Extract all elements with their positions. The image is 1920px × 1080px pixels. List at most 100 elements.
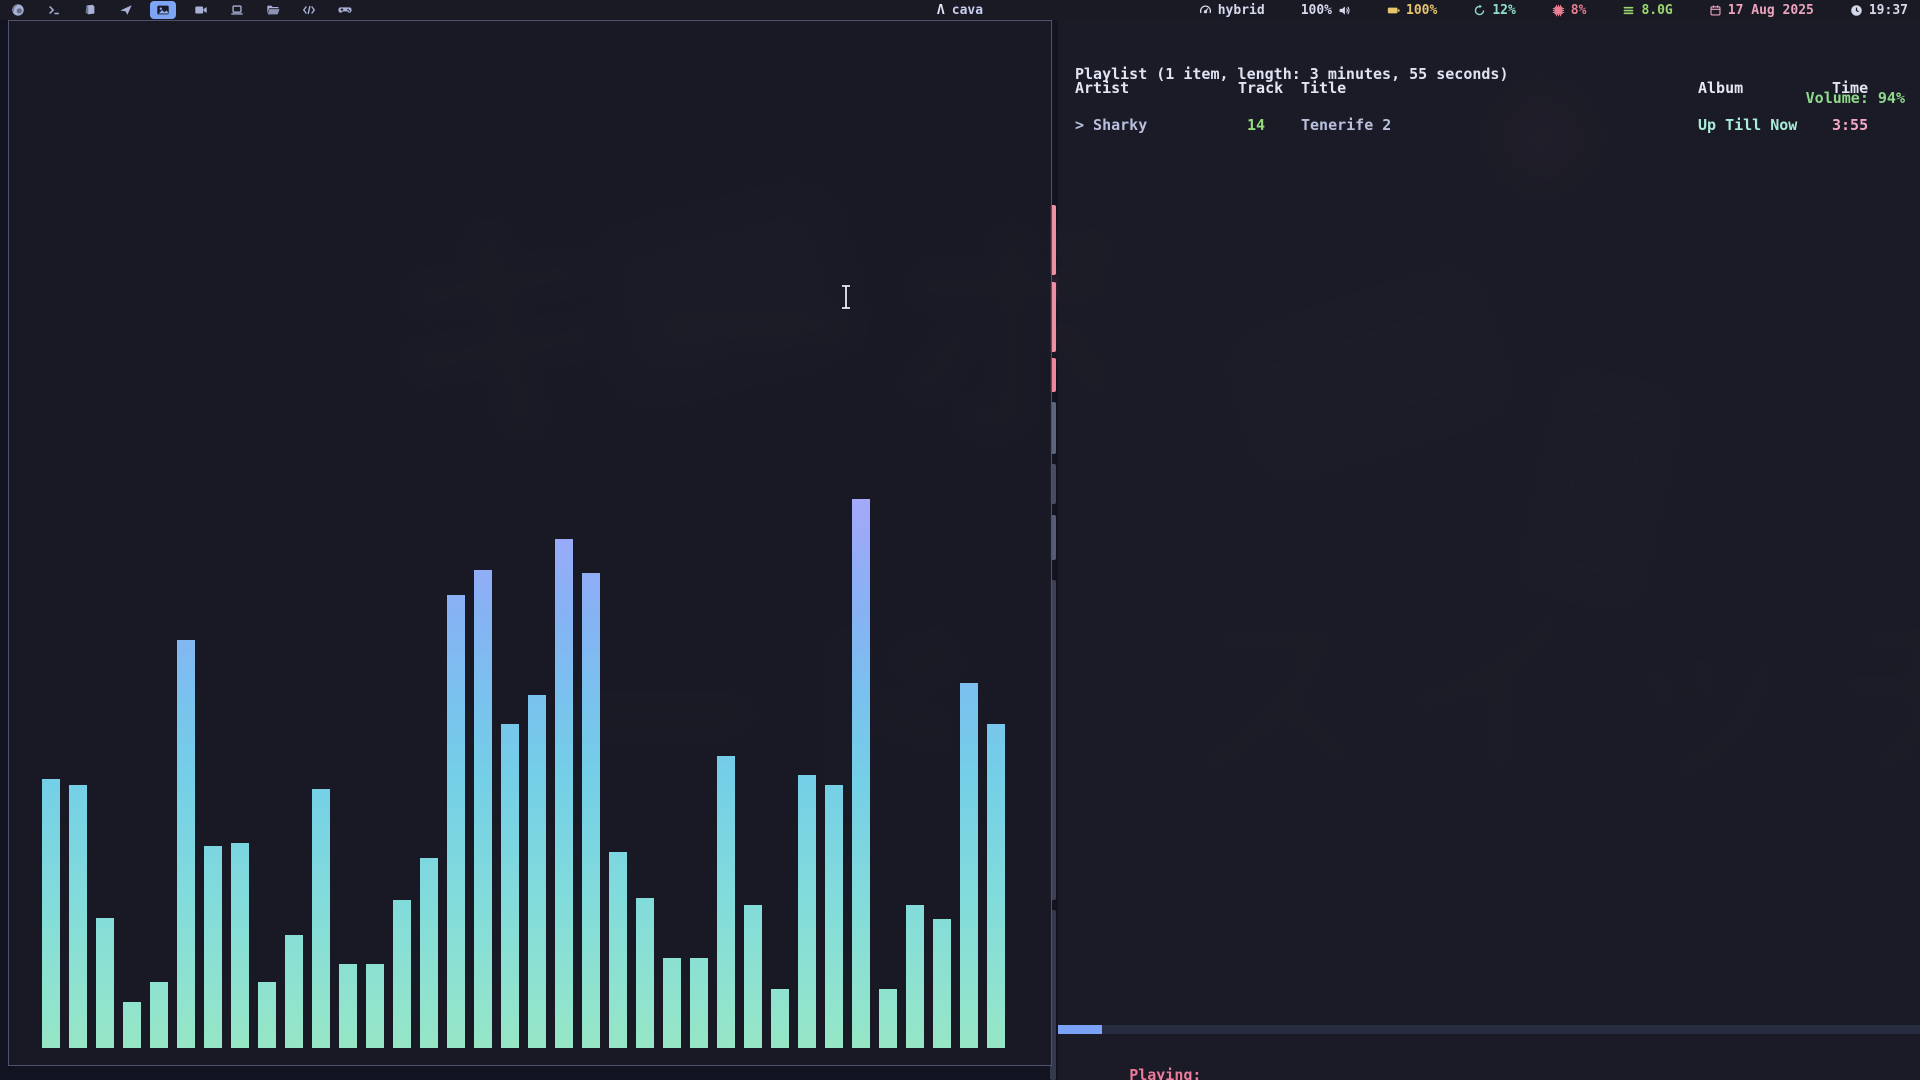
seek-progress-bar[interactable] bbox=[1058, 1025, 1920, 1034]
cava-logo-icon: Λ bbox=[936, 2, 945, 18]
eq-bar bbox=[123, 1002, 141, 1048]
folder-icon[interactable] bbox=[261, 1, 284, 19]
code-icon[interactable] bbox=[297, 1, 320, 19]
player-volume-label: Volume: 94% bbox=[1805, 89, 1905, 107]
laptop-icon[interactable] bbox=[225, 1, 248, 19]
eq-bar bbox=[933, 919, 951, 1048]
battery-value: 100% bbox=[1406, 2, 1438, 18]
eq-bar bbox=[366, 964, 384, 1048]
cpu-module[interactable]: 8% bbox=[1552, 2, 1587, 18]
date-module[interactable]: 17 Aug 2025 bbox=[1709, 3, 1814, 18]
memory-icon bbox=[1624, 6, 1634, 14]
seek-progress-fill bbox=[1058, 1025, 1102, 1034]
focused-window-title-text: cava bbox=[951, 2, 984, 18]
playlist-header-row: Playlist (1 item, length: 3 minutes, 55 … bbox=[1058, 38, 1920, 107]
eq-bar bbox=[96, 918, 114, 1048]
browser-icon[interactable] bbox=[6, 1, 29, 19]
row-time: 3:55 bbox=[1832, 116, 1869, 134]
chip-icon bbox=[1552, 4, 1564, 16]
send-icon[interactable] bbox=[114, 1, 137, 19]
eq-bar bbox=[744, 905, 762, 1048]
eq-bar bbox=[906, 905, 924, 1048]
eq-bar bbox=[447, 595, 465, 1048]
column-header-artist: Artist bbox=[1075, 79, 1130, 97]
clock-module[interactable]: 19:37 bbox=[1850, 3, 1908, 18]
memory-module[interactable]: 8.0G bbox=[1622, 2, 1673, 18]
speaker-icon bbox=[1339, 5, 1350, 15]
eq-bar bbox=[987, 724, 1005, 1048]
eq-bar bbox=[528, 695, 546, 1048]
power-profile-label: hybrid bbox=[1217, 2, 1265, 18]
battery-module[interactable]: 100% bbox=[1387, 3, 1437, 18]
eq-bar bbox=[231, 843, 249, 1048]
calendar-icon bbox=[1710, 4, 1721, 16]
playlist-summary: Playlist (1 item, length: 3 minutes, 55 … bbox=[1075, 65, 1509, 83]
playlist-column-headers: Artist Track Title Album Time bbox=[1058, 76, 1920, 100]
wallpaper-gap-strip bbox=[1049, 20, 1058, 1080]
row-title: Tenerife 2 bbox=[1301, 116, 1392, 134]
row-track-number: 14 bbox=[1247, 116, 1266, 134]
eq-bar bbox=[339, 964, 357, 1048]
eq-bar bbox=[879, 989, 897, 1048]
column-header-time: Time bbox=[1832, 79, 1869, 97]
eq-bar bbox=[42, 779, 60, 1048]
eq-bar bbox=[636, 898, 654, 1048]
row-album: Up Till Now bbox=[1698, 116, 1798, 134]
eq-bar bbox=[69, 785, 87, 1048]
ibeam-cursor bbox=[838, 284, 854, 314]
clock-value: 19:37 bbox=[1868, 2, 1908, 18]
terminal-icon[interactable] bbox=[42, 1, 65, 19]
eq-bar bbox=[312, 789, 330, 1048]
cpu-value: 8% bbox=[1570, 2, 1587, 18]
system-tray: hybrid 100% 100% 12% 8% 8.0G bbox=[1199, 0, 1920, 20]
column-header-title: Title bbox=[1301, 79, 1347, 97]
eq-bar bbox=[798, 775, 816, 1048]
eq-bar bbox=[393, 900, 411, 1048]
row-artist: > Sharky bbox=[1075, 116, 1148, 134]
app-launcher-group bbox=[0, 1, 356, 19]
eq-bar bbox=[609, 852, 627, 1048]
sync-icon bbox=[1475, 4, 1485, 15]
eq-bar bbox=[285, 935, 303, 1048]
battery-icon bbox=[1387, 7, 1400, 13]
date-value: 17 Aug 2025 bbox=[1727, 2, 1814, 18]
eq-bar bbox=[852, 499, 870, 1048]
eq-bar bbox=[690, 958, 708, 1048]
gauge-icon bbox=[1199, 5, 1211, 13]
column-header-track: Track bbox=[1238, 79, 1284, 97]
eq-bar bbox=[474, 570, 492, 1048]
video-icon[interactable] bbox=[189, 1, 212, 19]
eq-bar bbox=[825, 785, 843, 1048]
updates-value: 12% bbox=[1492, 2, 1516, 18]
now-playing-status: Playing: " by Sharky in Up Till Now (202… bbox=[1075, 1036, 1346, 1080]
status-playing-label: Playing: bbox=[1129, 1066, 1211, 1080]
memory-value: 8.0G bbox=[1641, 2, 1673, 18]
visualizer-bars bbox=[42, 499, 1005, 1048]
eq-bar bbox=[717, 756, 735, 1048]
music-player-window: Playlist (1 item, length: 3 minutes, 55 … bbox=[1058, 20, 1920, 1080]
cava-window bbox=[8, 20, 1052, 1066]
gamepad-icon[interactable] bbox=[333, 1, 356, 19]
eq-bar bbox=[663, 958, 681, 1048]
updates-module[interactable]: 12% bbox=[1473, 2, 1516, 18]
eq-bar bbox=[501, 724, 519, 1048]
eq-bar bbox=[420, 858, 438, 1048]
eq-bar bbox=[960, 683, 978, 1048]
volume-module[interactable]: 100% bbox=[1301, 3, 1351, 18]
volume-value: 100% bbox=[1300, 2, 1332, 18]
eq-bar bbox=[150, 982, 168, 1048]
clock-icon bbox=[1851, 4, 1862, 16]
power-profile-module[interactable]: hybrid bbox=[1199, 3, 1265, 18]
image-icon[interactable] bbox=[150, 1, 176, 19]
eq-bar bbox=[582, 573, 600, 1048]
column-header-album: Album bbox=[1698, 79, 1744, 97]
eq-bar bbox=[555, 539, 573, 1048]
eq-bar bbox=[177, 640, 195, 1048]
book-icon[interactable] bbox=[78, 1, 101, 19]
eq-bar bbox=[258, 982, 276, 1048]
eq-bar bbox=[771, 989, 789, 1048]
playlist-row[interactable]: > Sharky 14 Tenerife 2 Up Till Now 3:55 bbox=[1058, 113, 1920, 137]
eq-bar bbox=[204, 846, 222, 1048]
status-bar: Λ cava hybrid 100% 100% 12% 8% bbox=[0, 0, 1920, 20]
